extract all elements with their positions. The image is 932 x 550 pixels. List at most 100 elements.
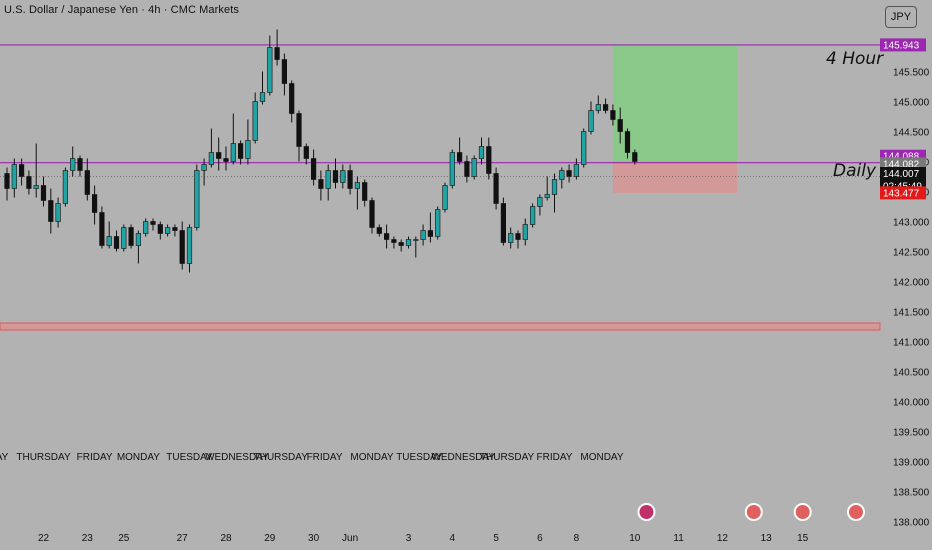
candle-body[interactable] (179, 230, 185, 264)
candle-body[interactable] (383, 233, 390, 240)
candle-body[interactable] (559, 170, 565, 180)
candle-body[interactable] (48, 200, 54, 222)
candle-body[interactable] (208, 152, 215, 165)
candle-body[interactable] (435, 209, 441, 237)
candle-body[interactable] (11, 164, 17, 189)
candle-body[interactable] (281, 59, 288, 84)
us-flag-event-icon[interactable] (846, 503, 865, 521)
candle-body[interactable] (194, 170, 200, 228)
candle-body[interactable] (420, 230, 426, 240)
candle-body[interactable] (537, 197, 543, 207)
candle-body[interactable] (325, 170, 331, 189)
candle-body[interactable] (332, 170, 339, 183)
candle-body[interactable] (84, 170, 90, 195)
candle-body[interactable] (113, 236, 120, 249)
candle-body[interactable] (464, 161, 470, 177)
candle-body[interactable] (303, 146, 309, 159)
candle-body[interactable] (398, 242, 404, 246)
candle-body[interactable] (18, 164, 25, 177)
candle-body[interactable] (566, 170, 572, 177)
candle-body[interactable] (595, 104, 601, 111)
candle-body[interactable] (456, 152, 463, 162)
candle-body[interactable] (369, 200, 375, 228)
candle-body[interactable] (150, 221, 156, 225)
candle-body[interactable] (33, 185, 39, 189)
y-tick-label: 142.500 (893, 248, 930, 259)
candle-body[interactable] (340, 170, 346, 183)
candle-body[interactable] (529, 206, 536, 225)
currency-selector[interactable]: JPY (885, 6, 917, 28)
candle-body[interactable] (581, 131, 587, 165)
candle-body[interactable] (471, 158, 477, 177)
candle-body[interactable] (186, 227, 193, 264)
candle-body[interactable] (610, 110, 616, 120)
candle-body[interactable] (252, 101, 258, 141)
candle-body[interactable] (486, 146, 492, 174)
x-weekday-label: MONDAY (350, 452, 393, 463)
candle-body[interactable] (55, 203, 61, 222)
candle-body[interactable] (62, 170, 68, 204)
candle-body[interactable] (508, 233, 514, 243)
candle-body[interactable] (165, 227, 171, 234)
candle-body[interactable] (121, 227, 127, 249)
candle-body[interactable] (238, 143, 244, 159)
candle-body[interactable] (318, 179, 324, 189)
candle-body[interactable] (376, 227, 382, 234)
candle-body[interactable] (216, 152, 222, 159)
candle-body[interactable] (413, 239, 419, 241)
candle-body[interactable] (478, 146, 485, 159)
us-flag-event-icon[interactable] (793, 503, 812, 521)
candle-body[interactable] (40, 185, 47, 201)
candle-body[interactable] (135, 233, 142, 246)
candle-body[interactable] (26, 176, 32, 189)
candle-body[interactable] (500, 203, 507, 243)
support-zone[interactable] (0, 322, 881, 331)
candle-body[interactable] (624, 131, 631, 153)
candle-body[interactable] (391, 239, 397, 243)
candle-body[interactable] (544, 194, 550, 198)
candle-body[interactable] (347, 170, 353, 189)
candle-body[interactable] (442, 185, 448, 210)
candle-body[interactable] (296, 113, 302, 147)
candle-body[interactable] (405, 239, 412, 246)
candle-body[interactable] (157, 224, 163, 234)
candle-body[interactable] (70, 158, 76, 171)
candle-body[interactable] (632, 152, 638, 162)
candle-body[interactable] (522, 224, 528, 240)
candle-body[interactable] (493, 173, 499, 204)
candle-body[interactable] (143, 221, 149, 234)
candle-body[interactable] (259, 92, 266, 102)
candle-body[interactable] (573, 164, 579, 177)
candle-body[interactable] (77, 158, 83, 171)
candle-body[interactable] (230, 143, 236, 162)
candle-body[interactable] (617, 119, 623, 132)
candle-body[interactable] (99, 212, 105, 246)
candle-body[interactable] (172, 227, 178, 231)
candle-body[interactable] (128, 227, 134, 246)
stop-zone[interactable] (612, 161, 737, 193)
candle-body[interactable] (267, 47, 273, 93)
candle-body[interactable] (274, 47, 280, 60)
candle-body[interactable] (245, 140, 251, 159)
candle-body[interactable] (354, 182, 361, 189)
candle-body[interactable] (362, 182, 368, 201)
target-zone[interactable] (612, 44, 737, 162)
candle-body[interactable] (551, 179, 558, 195)
candle-body[interactable] (289, 83, 295, 114)
candle-body[interactable] (515, 233, 521, 240)
candle-body[interactable] (4, 173, 10, 189)
candle-body[interactable] (602, 104, 609, 111)
x-weekday-label: WEDNESDAY (431, 452, 495, 463)
candle-body[interactable] (106, 236, 112, 246)
candle-body[interactable] (223, 158, 229, 162)
candle-body[interactable] (310, 158, 317, 180)
us-flag-event-icon[interactable] (744, 503, 763, 521)
flash-event-icon[interactable] (637, 503, 656, 521)
candle-body[interactable] (588, 110, 594, 132)
candle-body[interactable] (92, 194, 98, 213)
candle-body[interactable] (427, 230, 434, 237)
candle-body[interactable] (201, 164, 207, 171)
candle-body[interactable] (449, 152, 455, 186)
